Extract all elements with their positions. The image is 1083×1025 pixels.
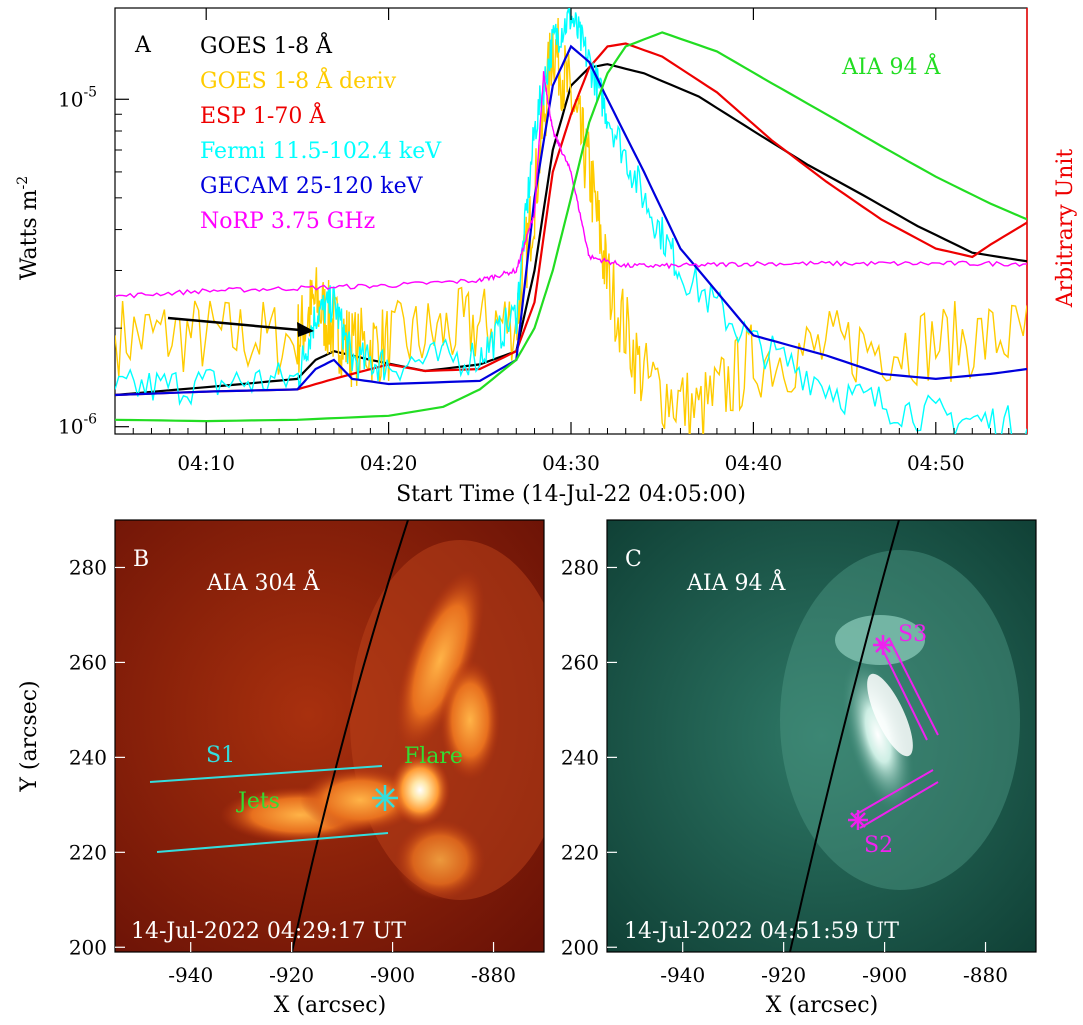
x-tick-label: 04:50 <box>907 451 965 475</box>
panel-a-right-y-label: Arbitrary Unit <box>1053 149 1078 309</box>
panel-c: C AIA 94 Å S3 S2 14-Jul-2022 04:51:59 UT… <box>561 519 1037 1018</box>
x-tick-label: -920 <box>761 963 806 987</box>
s1-slit-top <box>149 765 383 783</box>
x-tick-label: 04:40 <box>725 451 783 475</box>
panel-b-title: AIA 304 Å <box>206 568 320 596</box>
s3-slit-2 <box>889 639 939 736</box>
jets-label: Jets <box>236 789 280 814</box>
panel-b: B AIA 304 Å S1 Jets Flare 14-Jul-2022 04… <box>17 519 545 1018</box>
panel-b-x-label: X (arcsec) <box>274 993 386 1018</box>
s1-slit-bottom <box>156 832 389 853</box>
legend-item: GOES 1-8 Å deriv <box>200 66 397 94</box>
panel-c-loop-top <box>835 615 925 665</box>
y-tick-label: 10-6 <box>58 412 97 439</box>
panel-a-x-ticks: 04:10 04:20 04:30 04:40 04:50 <box>132 8 1010 475</box>
panel-a-legend: GOES 1-8 Å GOES 1-8 Å deriv ESP 1-70 Å Ferm… <box>200 31 442 234</box>
s3-label: S3 <box>898 622 927 647</box>
panel-c-image-bg <box>607 520 1036 952</box>
panel-a-y-ticks: 10-5 10-6 <box>58 84 129 439</box>
s2-label: S2 <box>864 833 893 858</box>
y-tick-label: 280 <box>69 555 107 579</box>
x-tick-label: 04:20 <box>360 451 418 475</box>
panel-b-arcade-2 <box>440 660 500 780</box>
series-line-0 <box>115 63 1027 397</box>
y-tick-label: 220 <box>561 840 599 864</box>
x-tick-label: -940 <box>168 963 213 987</box>
panel-c-frame <box>606 519 1037 953</box>
legend-item: NoRP 3.75 GHz <box>200 209 375 234</box>
series-line-5 <box>115 71 1027 299</box>
series-line-3 <box>115 8 1027 434</box>
arrow-line <box>167 316 301 332</box>
panel-b-arcade <box>395 570 485 750</box>
legend-item: GECAM 25-120 keV <box>200 174 424 199</box>
y-tick-label: 240 <box>561 745 599 769</box>
legend-item: Fermi 11.5-102.4 keV <box>200 139 442 164</box>
panel-a: 04:10 04:20 04:30 04:40 04:50 10-5 10-6 A GOE… <box>15 7 1078 507</box>
asterisk-marker-s3 <box>873 635 893 655</box>
x-tick-label: -880 <box>471 963 516 987</box>
s2-slit-1 <box>854 769 934 816</box>
panel-c-x-label: X (arcsec) <box>766 993 878 1018</box>
series-line-4 <box>115 44 1027 397</box>
y-tick-label: 260 <box>69 650 107 674</box>
panel-b-x-ticks: -940 -920 -900 -880 <box>168 942 516 987</box>
panel-b-frame <box>114 519 545 953</box>
asterisk-marker-b <box>372 785 398 811</box>
y-tick-label: 260 <box>561 650 599 674</box>
s3-slit-1 <box>877 639 928 741</box>
panel-b-label: B <box>133 547 149 572</box>
y-tick-label: 280 <box>561 555 599 579</box>
panel-a-series <box>115 8 1027 434</box>
series-line-6 <box>115 31 1027 423</box>
panel-c-x-ticks: -940 -920 -900 -880 <box>660 942 1008 987</box>
panel-a-x-label: Start Time (14-Jul-22 04:05:00) <box>396 482 746 507</box>
asterisk-marker-s2 <box>848 810 868 830</box>
panel-b-jets-2 <box>300 768 420 832</box>
aia-94-annotation: AIA 94 Å <box>841 52 941 80</box>
panel-b-timestamp: 14-Jul-2022 04:29:17 UT <box>131 919 406 944</box>
s1-label: S1 <box>206 743 235 768</box>
panel-c-y-ticks: 280 260 240 220 200 <box>561 555 617 959</box>
x-tick-label: -880 <box>963 963 1008 987</box>
y-tick-label: 200 <box>69 935 107 959</box>
legend-item: ESP 1-70 Å <box>200 101 326 129</box>
x-tick-label: 04:30 <box>542 451 600 475</box>
x-tick-label: -900 <box>862 963 907 987</box>
x-tick-label: -920 <box>269 963 314 987</box>
flare-label: Flare <box>404 744 463 769</box>
y-tick-label: 220 <box>69 840 107 864</box>
y-tick-label: 10-5 <box>58 84 97 111</box>
legend-item: GOES 1-8 Å <box>200 31 333 59</box>
x-tick-label: 04:10 <box>177 451 235 475</box>
panel-b-flare-core <box>390 754 450 826</box>
y-tick-label: 240 <box>69 745 107 769</box>
panel-a-label: A <box>134 33 152 58</box>
y-tick-label: 200 <box>561 935 599 959</box>
panel-c-timestamp: 14-Jul-2022 04:51:59 UT <box>624 919 899 944</box>
panel-b-y-ticks: 280 260 240 220 200 <box>69 555 125 959</box>
panel-c-loop-core <box>867 673 913 757</box>
panel-b-y-label: Y (arcsec) <box>17 680 42 792</box>
x-tick-label: -940 <box>660 963 705 987</box>
limb-line-b <box>291 520 409 952</box>
panel-c-label: C <box>625 547 642 572</box>
limb-line-c <box>789 520 900 952</box>
s2-slit-2 <box>859 781 939 829</box>
arrow-icon <box>297 322 314 337</box>
panel-b-lower <box>395 820 485 900</box>
panel-c-title: AIA 94 Å <box>686 568 786 596</box>
panel-a-y-label: Watts m-2 <box>15 176 42 280</box>
x-tick-label: -900 <box>370 963 415 987</box>
series-line-2 <box>115 42 1027 397</box>
